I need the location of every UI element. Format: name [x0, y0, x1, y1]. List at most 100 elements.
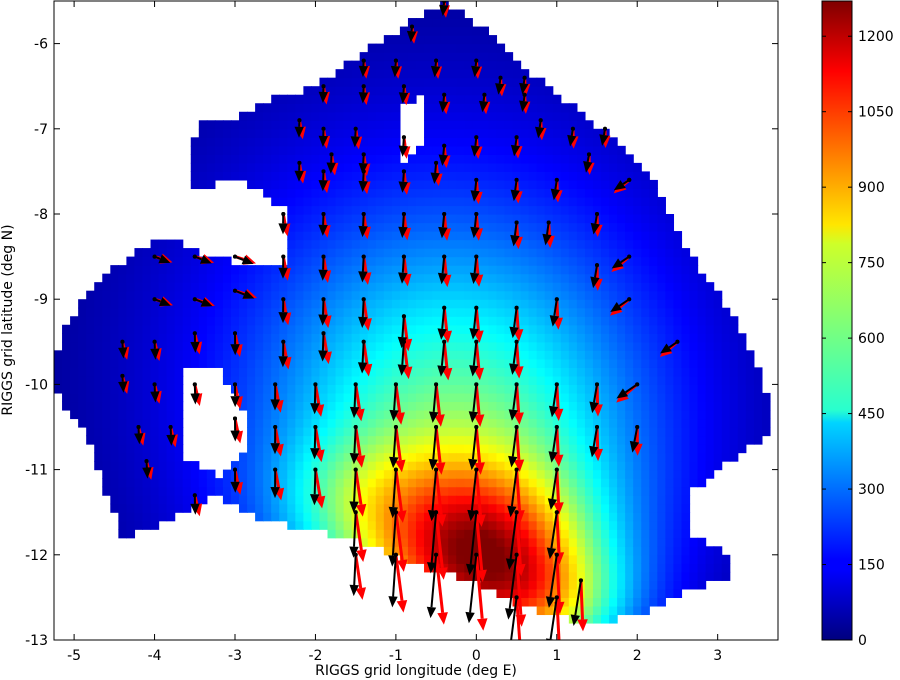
field-cell — [383, 478, 393, 488]
field-cell — [440, 461, 449, 471]
field-cell — [198, 265, 208, 275]
field-cell — [584, 512, 594, 522]
field-cell — [761, 401, 771, 411]
field-cell — [343, 529, 353, 539]
field-cell — [689, 265, 699, 275]
field-cell — [544, 512, 554, 522]
field-cell — [673, 563, 683, 573]
field-cell — [367, 120, 377, 130]
vector-black — [152, 297, 171, 306]
field-cell — [681, 358, 691, 368]
vector-black — [230, 416, 240, 442]
field-cell — [158, 452, 168, 462]
field-cell — [617, 452, 626, 462]
field-cell — [496, 69, 506, 79]
field-cell — [118, 478, 127, 488]
field-cell — [633, 239, 642, 249]
field-cell — [263, 350, 272, 360]
field-cell — [407, 478, 417, 488]
field-cell — [649, 384, 658, 394]
field-cell — [560, 214, 570, 224]
field-cell — [303, 392, 313, 403]
field-cell — [649, 358, 658, 368]
field-cell — [552, 546, 562, 556]
field-cell — [504, 520, 514, 530]
field-cell — [303, 307, 313, 317]
field-cell — [568, 392, 578, 403]
field-cell — [311, 111, 321, 121]
field-cell — [424, 478, 433, 488]
field-cell — [295, 418, 304, 428]
field-cell — [536, 580, 546, 590]
field-cell — [383, 205, 393, 215]
field-cell — [488, 137, 498, 147]
field-cell — [448, 401, 457, 411]
field-cell — [641, 290, 650, 300]
field-cell — [407, 299, 417, 309]
field-cell — [110, 384, 119, 394]
field-cell — [601, 239, 610, 249]
vector-black — [467, 467, 479, 522]
field-cell — [729, 358, 739, 368]
field-cell — [118, 503, 127, 513]
field-cell — [416, 427, 425, 437]
field-cell — [287, 137, 296, 147]
field-cell — [464, 179, 473, 190]
field-cell — [657, 495, 666, 505]
field-cell — [697, 546, 707, 556]
field-cell — [456, 137, 465, 147]
field-cell — [464, 265, 473, 275]
field-cell — [126, 495, 136, 505]
field-cell — [174, 418, 184, 428]
field-cell — [609, 333, 618, 343]
field-cell — [649, 427, 658, 437]
field-cell — [592, 486, 602, 496]
field-cell — [552, 94, 562, 104]
field-cell — [512, 60, 522, 70]
field-cell — [383, 222, 393, 232]
field-cell — [633, 196, 642, 207]
field-cell — [383, 111, 393, 121]
field-cell — [142, 520, 152, 530]
field-cell — [705, 367, 715, 377]
field-cell — [641, 520, 650, 530]
field-cell — [496, 392, 506, 403]
field-cell — [609, 588, 618, 598]
field-cell — [504, 495, 514, 505]
field-cell — [528, 265, 538, 275]
field-cell — [407, 546, 417, 556]
field-cell — [504, 188, 514, 198]
field-cell — [641, 341, 650, 351]
field-cell — [737, 333, 747, 343]
field-cell — [536, 469, 546, 479]
field-cell — [544, 282, 554, 292]
field-cell — [488, 154, 498, 164]
field-cell — [448, 162, 457, 172]
field-cell — [649, 461, 658, 471]
field-cell — [303, 486, 313, 496]
field-cell — [713, 316, 723, 326]
field-cell — [480, 503, 489, 513]
field-cell — [263, 290, 272, 300]
field-cell — [536, 77, 546, 87]
field-cell — [399, 384, 409, 394]
field-cell — [657, 316, 666, 326]
field-cell — [737, 350, 747, 360]
field-cell — [239, 384, 248, 394]
field-cell — [327, 486, 337, 496]
field-cell — [657, 520, 666, 530]
field-cell — [158, 350, 168, 360]
field-cell — [528, 580, 538, 590]
field-cell — [94, 401, 103, 411]
vector-black — [510, 135, 521, 157]
field-cell — [504, 341, 514, 351]
field-cell — [271, 188, 280, 198]
field-cell — [480, 478, 489, 488]
vector-black — [294, 118, 304, 138]
field-cell — [520, 179, 530, 190]
field-cell — [287, 179, 296, 190]
field-cell — [416, 375, 425, 385]
field-cell — [496, 273, 506, 283]
field-cell — [102, 486, 111, 496]
field-cell — [174, 461, 184, 471]
